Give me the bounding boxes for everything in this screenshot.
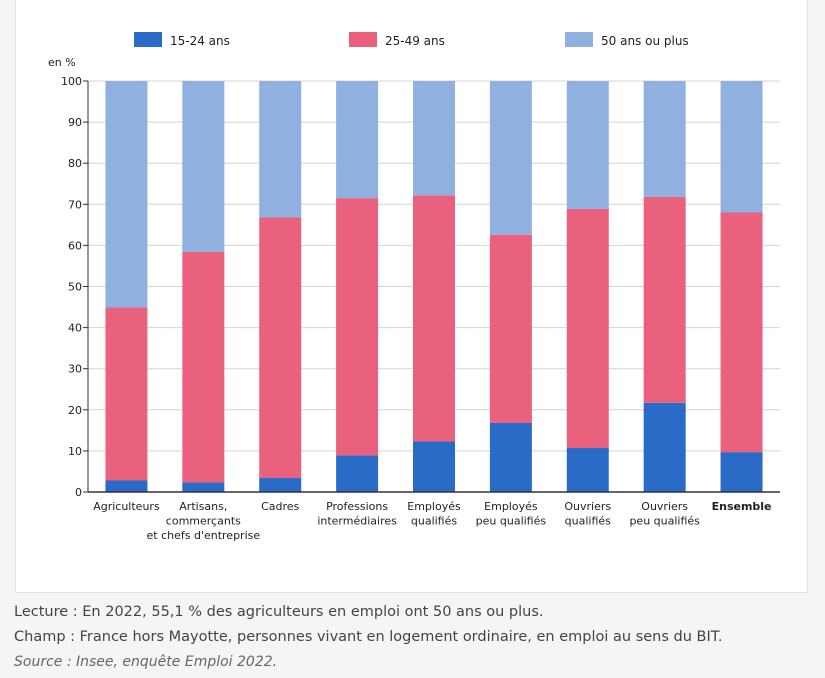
bar-segment-25-49-ans: [720, 212, 763, 453]
lecture-note: Lecture : En 2022, 55,1 % des agriculteu…: [14, 604, 544, 620]
champ-note: Champ : France hors Mayotte, personnes v…: [14, 629, 723, 645]
x-tick-label: Ouvriers peu qualifiés: [629, 500, 700, 528]
x-tick-label: Employés peu qualifiés: [476, 500, 547, 528]
bar-segment-15-24-ans: [259, 478, 302, 492]
x-tick-label: Artisans, commerçants et chefs d'entrepris…: [147, 500, 261, 542]
bar-segment-50-ans-ou-plus: [489, 81, 532, 235]
bar-segment-25-49-ans: [489, 234, 532, 423]
y-tick-label: 100: [61, 75, 82, 88]
legend-swatch: [134, 32, 162, 47]
bar-segment-25-49-ans: [413, 195, 455, 442]
bar-segment-25-49-ans: [105, 307, 148, 481]
bar-segment-15-24-ans: [413, 441, 455, 492]
bar-segment-15-24-ans: [643, 402, 686, 492]
x-tick-label: Professions intermédiaires: [317, 500, 397, 528]
bar-segment-15-24-ans: [720, 452, 763, 492]
y-tick-label: 20: [68, 404, 82, 417]
y-tick-label: 50: [68, 281, 82, 294]
bar-segment-50-ans-ou-plus: [566, 81, 609, 209]
legend-swatch: [349, 32, 377, 47]
x-tick-label: Cadres: [261, 500, 299, 513]
y-tick-label: 40: [68, 322, 82, 335]
bar-segment-15-24-ans: [336, 455, 379, 492]
y-tick-label: 0: [75, 486, 82, 499]
bar-segment-25-49-ans: [336, 198, 379, 456]
stacked-bar-chart: 0 10 20 30 40 50 60 70 80 90 100 en % Agriculteurs Ar…: [48, 32, 780, 542]
bar-segment-15-24-ans: [566, 448, 609, 492]
legend-swatch: [565, 32, 593, 47]
y-tick-label: 30: [68, 363, 82, 376]
bar-segment-50-ans-ou-plus: [182, 81, 225, 252]
x-tick-label: Employés qualifiés: [407, 500, 461, 528]
y-tick-label: 90: [68, 116, 82, 129]
legend-label: 15-24 ans: [170, 34, 230, 48]
chart-notes: Lecture : En 2022, 55,1 % des agriculteu…: [14, 600, 814, 675]
chart-panel: 0 10 20 30 40 50 60 70 80 90 100 en % Agriculteurs Ar…: [15, 0, 808, 593]
bar-segment-25-49-ans: [259, 217, 302, 479]
bar-segment-25-49-ans: [566, 208, 609, 449]
bar-segment-15-24-ans: [182, 482, 225, 492]
bar-segment-15-24-ans: [105, 480, 148, 492]
y-tick-label: 10: [68, 445, 82, 458]
bar-segment-50-ans-ou-plus: [643, 81, 686, 197]
legend-label: 50 ans ou plus: [601, 34, 689, 48]
y-tick-label: 80: [68, 157, 82, 170]
bar-segment-50-ans-ou-plus: [259, 81, 302, 218]
source-note: Source : Insee, enquête Emploi 2022.: [14, 654, 278, 670]
x-tick-label: Ouvriers qualifiés: [564, 500, 611, 528]
y-tick-label: 70: [68, 198, 82, 211]
x-tick-label: Ensemble: [712, 500, 772, 513]
bar-segment-25-49-ans: [182, 251, 225, 483]
bar-segment-50-ans-ou-plus: [336, 81, 379, 199]
bar-segment-50-ans-ou-plus: [720, 81, 763, 213]
bar-segment-50-ans-ou-plus: [105, 81, 148, 308]
y-tick-label: 60: [68, 239, 82, 252]
legend-label: 25-49 ans: [385, 34, 445, 48]
y-axis-title: en %: [48, 56, 76, 69]
bar-segment-25-49-ans: [643, 196, 686, 403]
bar-segment-15-24-ans: [489, 422, 532, 492]
bar-segment-50-ans-ou-plus: [413, 81, 455, 196]
x-tick-label: Agriculteurs: [93, 500, 160, 513]
